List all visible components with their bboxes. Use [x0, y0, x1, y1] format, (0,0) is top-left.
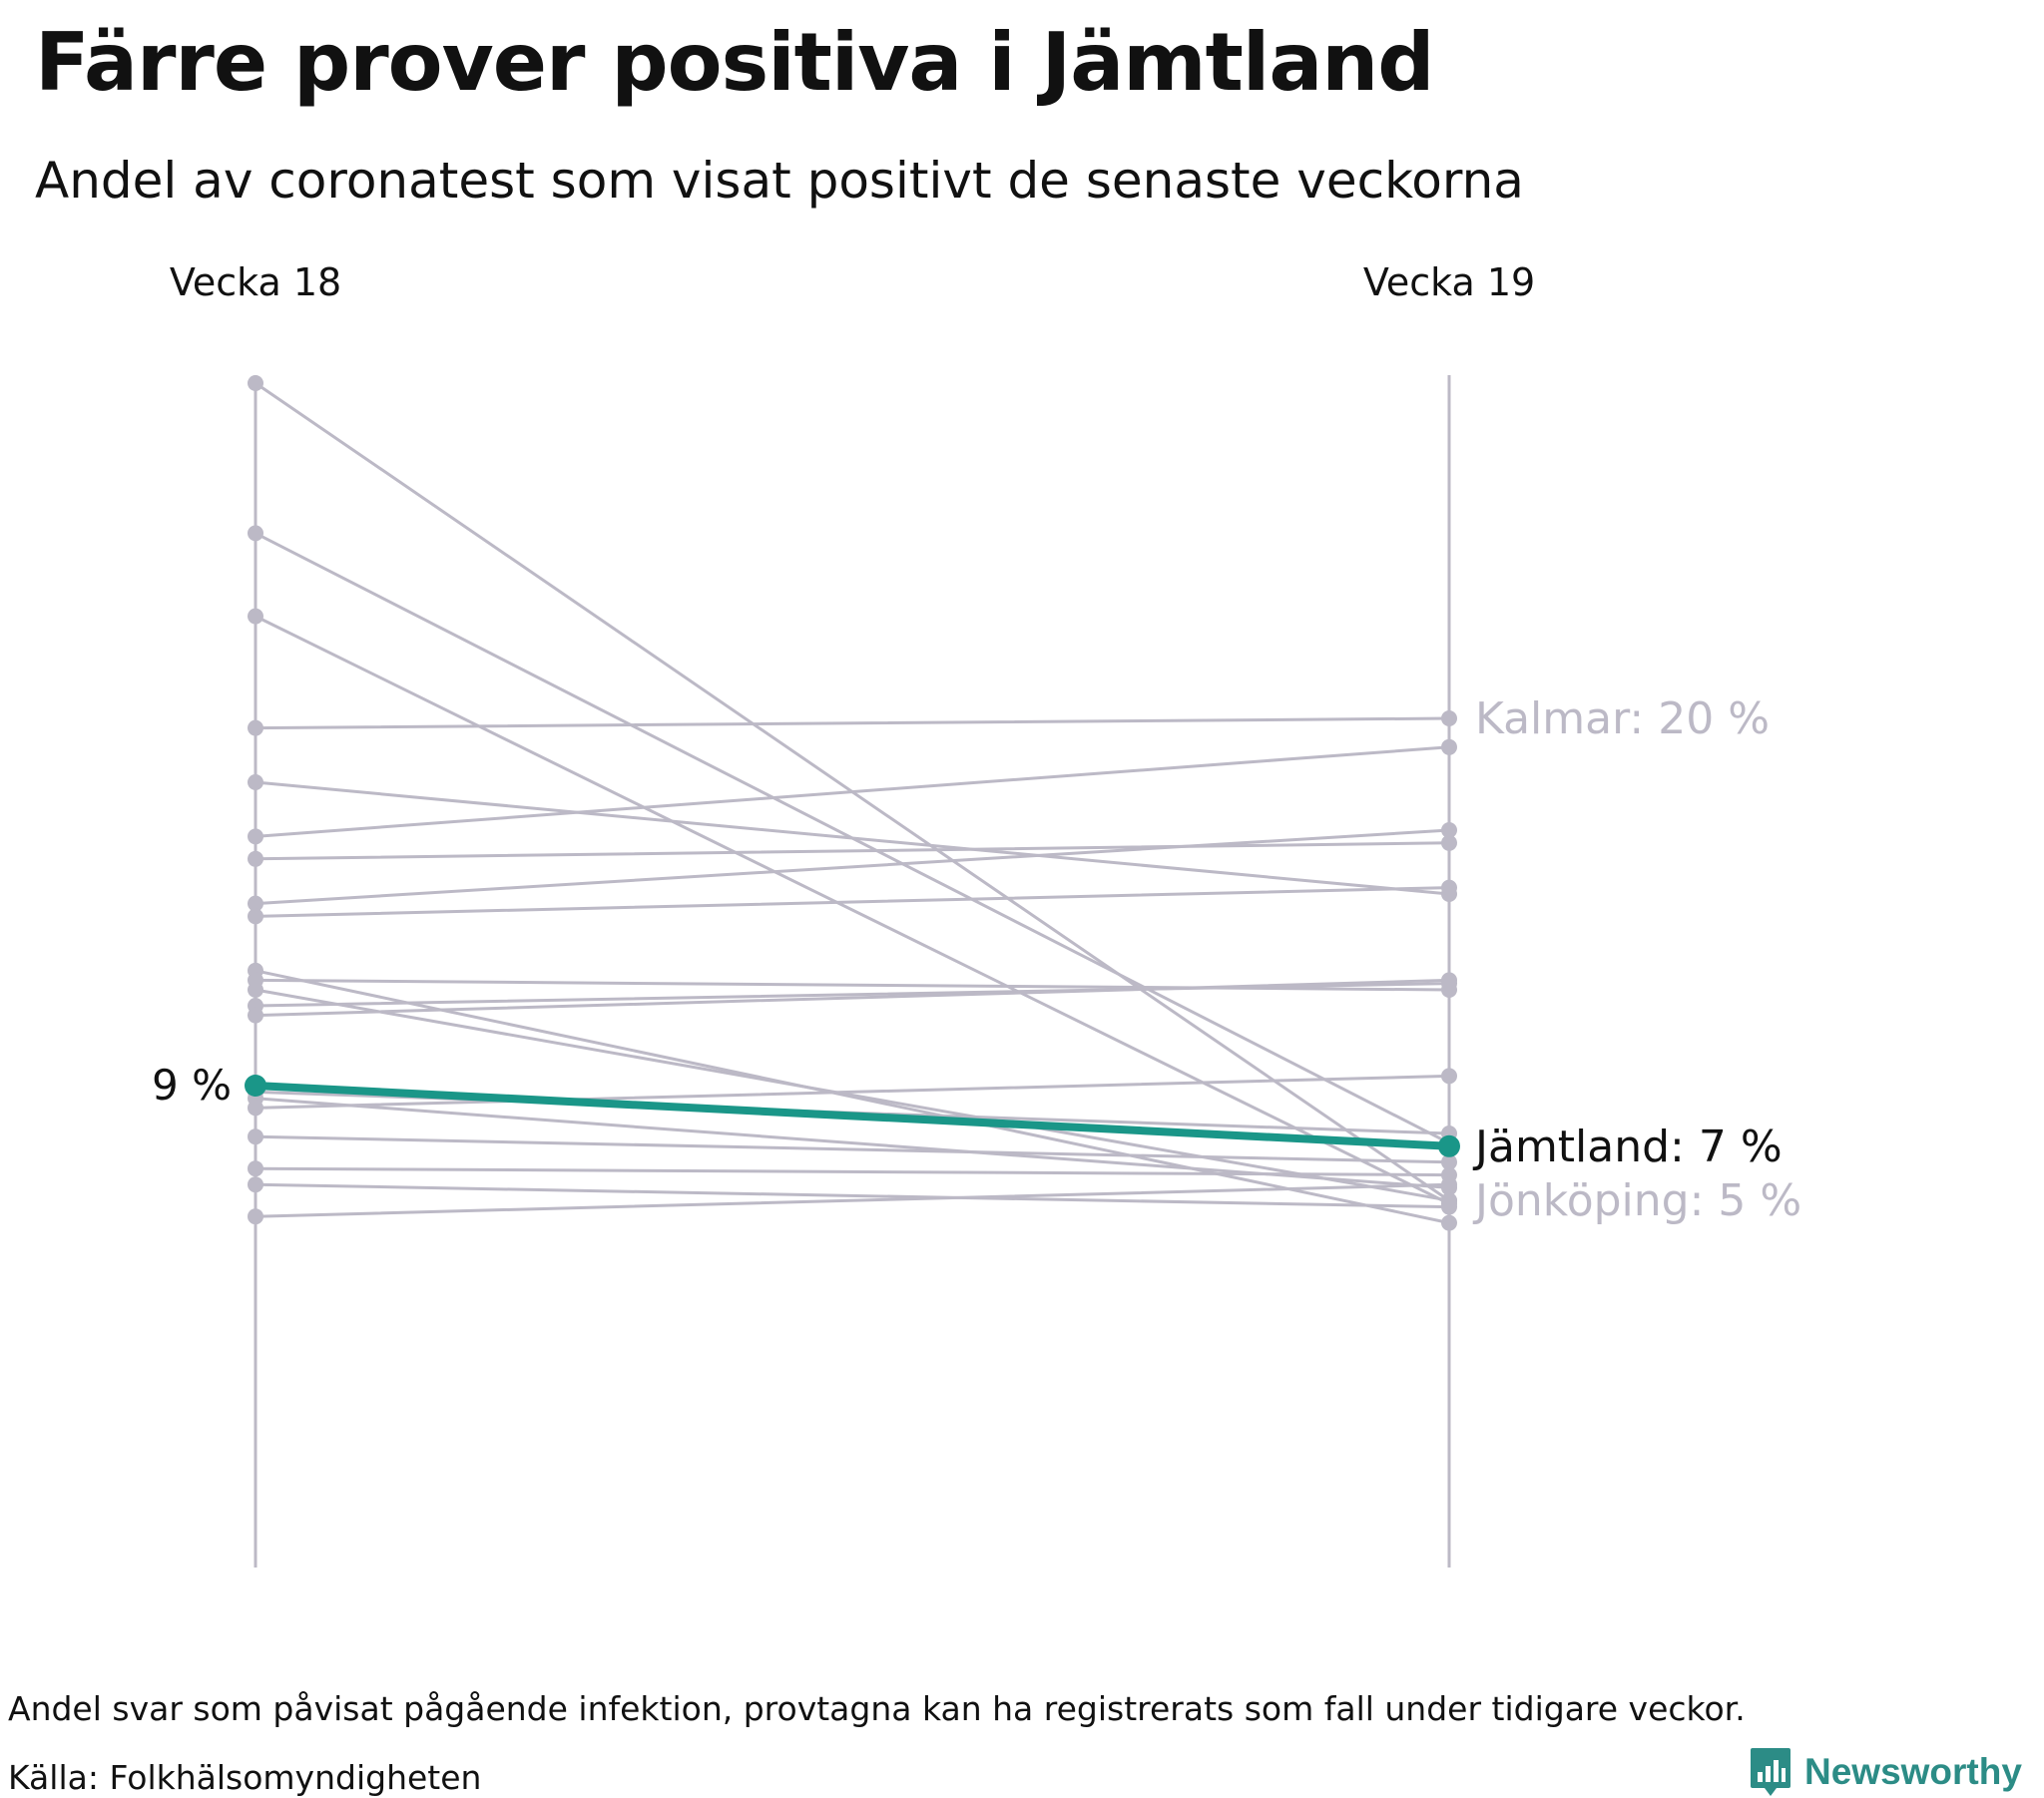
series-point: [1441, 834, 1457, 851]
chart-axes: Vecka 18 Vecka 19: [170, 260, 1535, 1568]
series-point: [248, 850, 263, 867]
brand-name: Newsworthy: [1804, 1751, 2022, 1792]
newsworthy-logo-icon: [1751, 1748, 1790, 1796]
series-labels: 9 % Kalmar: 20 % Jämtland: 7 %Jönköping: 5…: [152, 693, 1801, 1226]
chart-subtitle: Andel av coronatest som visat positivt d…: [35, 152, 1524, 210]
highlight-series-line: [252, 1082, 1453, 1150]
left-value-label: 9 %: [152, 1061, 232, 1110]
series-point: [248, 375, 263, 391]
series-line: [254, 978, 1451, 1018]
series-line: [254, 969, 1451, 1225]
right-series-label: Jämtland: 7 %: [1472, 1122, 1783, 1172]
series-lines: [245, 375, 1460, 1231]
series-point: [248, 1100, 263, 1117]
series-point: [248, 1176, 263, 1193]
series-point: [248, 1007, 263, 1024]
series-line: [254, 1182, 1451, 1209]
brand-logo[interactable]: Newsworthy: [1749, 1746, 2022, 1798]
series-point: [248, 908, 263, 925]
series-point: [1441, 710, 1457, 726]
series-line: [254, 988, 1451, 1202]
column-header: Vecka 19: [1363, 260, 1535, 304]
series-line: [254, 1134, 1451, 1164]
slope-chart: Vecka 18 Vecka 19 9 % Kalmar: 20 % Jämtland…: [152, 260, 1801, 1568]
series-line: [254, 615, 1451, 1205]
series-point: [1441, 1198, 1457, 1215]
footnote: Andel svar som påvisat pågående infektio…: [8, 1689, 1746, 1728]
source-note: Källa: Folkhälsomyndigheten: [8, 1758, 482, 1797]
series-point: [248, 1128, 263, 1145]
right-series-label: Jönköping: 5 %: [1472, 1175, 1801, 1226]
series-point: [248, 982, 263, 998]
series-point: [1441, 1214, 1457, 1231]
series-point: [1441, 879, 1457, 896]
series-line: [254, 745, 1451, 838]
series-point: [248, 719, 263, 736]
series-line: [254, 886, 1451, 918]
series-point: [248, 828, 263, 845]
series-point: [1441, 1153, 1457, 1170]
column-header: Vecka 18: [170, 260, 341, 304]
series-point: [1441, 822, 1457, 838]
series-point: [1441, 972, 1457, 989]
series-line: [254, 716, 1451, 730]
series-point: [248, 774, 263, 790]
series-line: [254, 1074, 1451, 1110]
series-point: [248, 1160, 263, 1177]
series-point: [248, 525, 263, 542]
series-point: [248, 608, 263, 625]
series-point: [248, 895, 263, 912]
chart-title: Färre prover positiva i Jämtland: [35, 16, 1435, 109]
series-line: [254, 841, 1451, 861]
highlight-point: [1438, 1134, 1460, 1157]
series-point: [1441, 1176, 1457, 1193]
series-point: [248, 1208, 263, 1225]
series-line: [254, 1166, 1451, 1177]
series-point: [1441, 1068, 1457, 1085]
highlight-point: [245, 1075, 266, 1097]
series-line: [254, 828, 1451, 906]
series-point: [1441, 738, 1457, 755]
series-line: [254, 780, 1451, 896]
right-series-label: Kalmar: 20 %: [1475, 693, 1770, 744]
series-line: [254, 1182, 1451, 1218]
